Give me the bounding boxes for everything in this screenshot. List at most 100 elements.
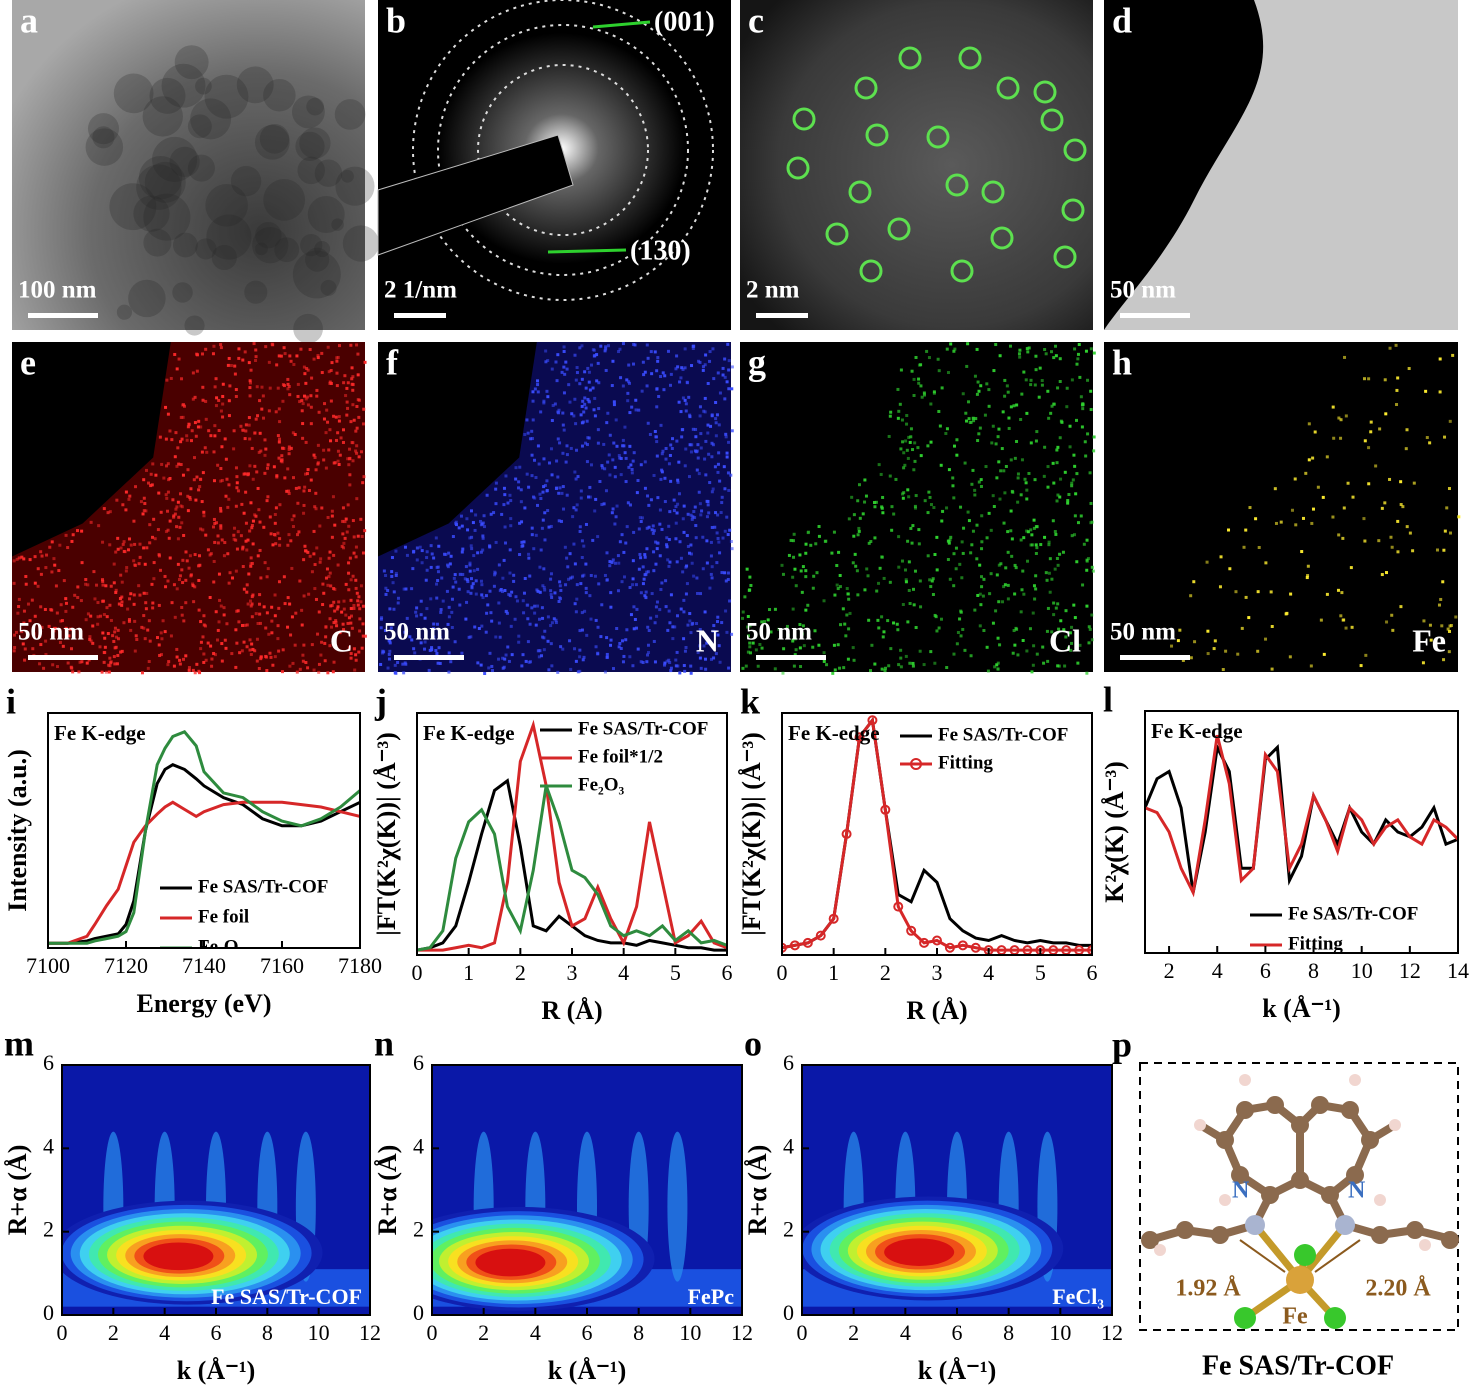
panel-label: j <box>374 681 387 721</box>
element-dot <box>175 464 179 468</box>
element-dot <box>908 602 912 606</box>
element-dot <box>569 667 573 671</box>
carbon-atoms <box>1141 1096 1459 1249</box>
series-marker <box>782 942 787 953</box>
element-dot <box>60 619 64 623</box>
element-dot <box>541 584 545 588</box>
element-dot <box>530 429 534 433</box>
element-dot <box>304 440 308 444</box>
element-dot <box>128 537 132 541</box>
element-dot <box>226 363 230 367</box>
element-dot <box>685 534 689 538</box>
element-dot <box>310 376 314 380</box>
element-dot <box>708 350 712 354</box>
element-dot <box>672 498 676 502</box>
element-dot <box>575 503 579 507</box>
element-dot <box>639 520 643 524</box>
element-dot <box>225 622 229 626</box>
element-dot <box>1044 352 1048 356</box>
element-dot <box>899 368 903 372</box>
element-dot <box>1048 590 1052 594</box>
element-dot <box>242 587 246 591</box>
element-dot <box>522 611 526 615</box>
element-dot <box>290 566 294 570</box>
element-dot <box>631 664 635 668</box>
element-dot <box>286 377 290 381</box>
element-dot <box>548 461 552 465</box>
element-dot <box>838 585 842 589</box>
element-dot <box>165 378 169 382</box>
element-dot <box>758 642 762 646</box>
element-dot <box>270 605 274 609</box>
element-dot <box>612 403 616 407</box>
element-dot <box>175 587 179 591</box>
element-dot <box>157 554 161 558</box>
element-dot <box>919 454 923 458</box>
element-dot <box>578 648 582 652</box>
element-dot <box>1032 584 1036 588</box>
element-dot <box>71 533 75 537</box>
x-axis-label: Energy (eV) <box>136 989 271 1018</box>
element-dot <box>485 611 489 615</box>
element-dot <box>751 641 755 645</box>
element-dot <box>159 631 163 635</box>
element-dot <box>699 666 703 670</box>
element-dot <box>621 660 625 664</box>
element-dot <box>223 437 227 441</box>
element-dot <box>453 640 457 644</box>
element-dot <box>533 604 537 608</box>
element-dot <box>198 485 202 489</box>
element-dot <box>403 545 407 549</box>
element-dot <box>164 437 168 441</box>
element-dot <box>91 641 95 645</box>
element-dot <box>379 662 383 666</box>
element-dot <box>215 521 219 525</box>
element-dot <box>676 480 680 484</box>
element-dot <box>149 472 153 476</box>
texture <box>152 136 198 182</box>
element-dot <box>534 476 538 480</box>
element-dot <box>13 646 17 650</box>
element-dot <box>1052 356 1056 360</box>
element-dot <box>469 544 473 548</box>
element-dot <box>550 473 554 477</box>
element-dot <box>307 592 311 596</box>
element-dot <box>1000 447 1004 451</box>
element-dot <box>341 440 345 444</box>
element-dot <box>832 530 836 534</box>
element-dot <box>952 349 956 353</box>
element-dot <box>1016 472 1020 476</box>
element-dot <box>343 536 347 540</box>
element-dot <box>653 621 657 625</box>
element-dot <box>39 605 43 609</box>
element-dot <box>506 501 510 505</box>
element-dot <box>791 575 795 579</box>
diagram-frame <box>1139 1062 1459 1331</box>
element-dot <box>326 345 330 349</box>
y-tick-label: 6 <box>783 1050 794 1075</box>
element-dot <box>618 540 622 544</box>
element-dot <box>1362 517 1366 521</box>
element-dot <box>955 453 959 457</box>
element-dot <box>180 521 184 525</box>
element-dot <box>945 666 949 670</box>
element-dot <box>698 405 702 409</box>
element-dot <box>787 553 791 557</box>
element-dot <box>273 521 277 525</box>
element-dot <box>358 617 362 621</box>
element-dot <box>723 375 727 379</box>
element-dot <box>877 626 881 630</box>
element-dot <box>169 634 173 638</box>
element-dot <box>671 637 675 641</box>
element-dot <box>320 640 324 644</box>
element-dot <box>329 584 333 588</box>
element-dot <box>249 381 253 385</box>
element-dot <box>359 600 363 604</box>
element-dot <box>983 413 987 417</box>
element-dot <box>655 405 659 409</box>
texture <box>206 214 252 260</box>
element-dot <box>157 491 161 495</box>
element-dot <box>714 417 718 421</box>
sample <box>1104 0 1458 330</box>
element-dot <box>1447 650 1451 654</box>
